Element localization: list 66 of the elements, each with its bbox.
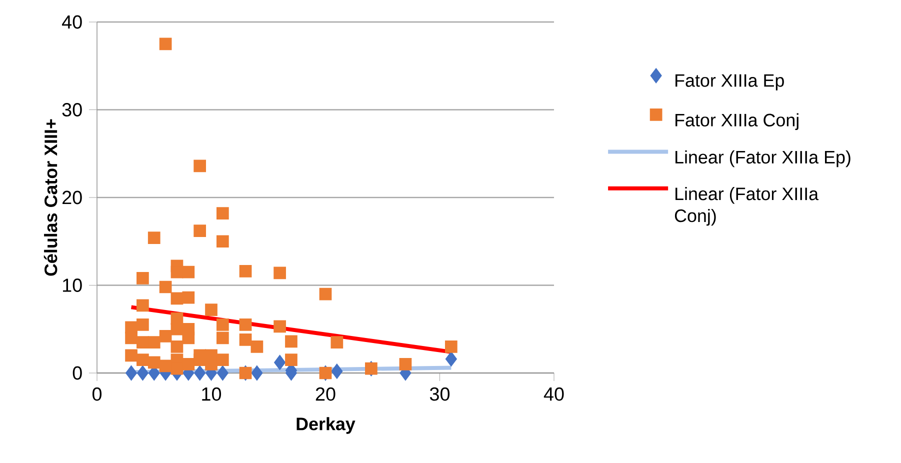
point: [182, 358, 195, 370]
point: [274, 266, 286, 280]
point: [216, 207, 229, 220]
point: [205, 304, 218, 316]
point: [216, 332, 229, 344]
x-tick-label: 30: [430, 387, 450, 401]
point: [445, 351, 457, 367]
point: [148, 232, 160, 244]
y-tick-label: 30: [62, 103, 82, 116]
legend-label: Linear (Fator XIIIa Ep): [676, 150, 850, 168]
point: [170, 292, 184, 305]
point: [194, 365, 206, 381]
x-tick-label: 0: [92, 387, 102, 401]
point: [274, 354, 286, 370]
point: [399, 358, 412, 370]
point: [136, 354, 149, 366]
point: [126, 365, 138, 381]
point: [194, 354, 206, 366]
y-tick-label: 10: [63, 278, 82, 292]
legend-label: Fator XIIIa Conj: [676, 113, 798, 130]
x-tick-label: 10: [202, 387, 222, 401]
y-tick-label: 40: [62, 15, 82, 29]
point: [170, 340, 184, 353]
point: [159, 330, 172, 342]
point: [250, 340, 264, 353]
point: [125, 332, 138, 344]
point: [182, 266, 195, 278]
point: [148, 356, 160, 369]
point: [216, 354, 229, 366]
point: [136, 365, 148, 381]
point: [216, 235, 229, 248]
point: [194, 160, 206, 172]
point: [125, 349, 138, 362]
point: [285, 354, 298, 366]
point: [136, 336, 149, 348]
y-tick-label: 0: [72, 366, 82, 380]
point: [170, 266, 184, 278]
point: [444, 340, 458, 353]
x-tick-label: 40: [544, 387, 564, 401]
point: [170, 322, 184, 336]
legend-label: Linear (Fator XIIIa Conj): [674, 187, 819, 226]
point: [136, 272, 149, 284]
legend-label: Fator XIIIa Ep: [676, 74, 784, 90]
point: [136, 318, 149, 331]
point: [330, 336, 344, 348]
point: [194, 224, 206, 238]
point: [216, 365, 228, 381]
point: [136, 299, 149, 312]
x-axis-title: Derkay: [296, 417, 356, 434]
point: [182, 332, 195, 344]
y-axis-title: Células Cator XIII+: [44, 119, 58, 276]
point: [251, 365, 263, 381]
point: [331, 364, 343, 379]
point: [216, 318, 229, 331]
point: [285, 335, 298, 348]
x-tick-label: 20: [316, 387, 336, 401]
point: [182, 291, 195, 304]
point: [274, 320, 286, 333]
point: [159, 38, 172, 50]
point: [239, 318, 252, 331]
point: [159, 280, 172, 294]
point: [239, 265, 252, 278]
point: [239, 333, 252, 346]
point: [319, 288, 332, 300]
point: [148, 336, 160, 348]
y-tick-label: 20: [62, 190, 82, 204]
